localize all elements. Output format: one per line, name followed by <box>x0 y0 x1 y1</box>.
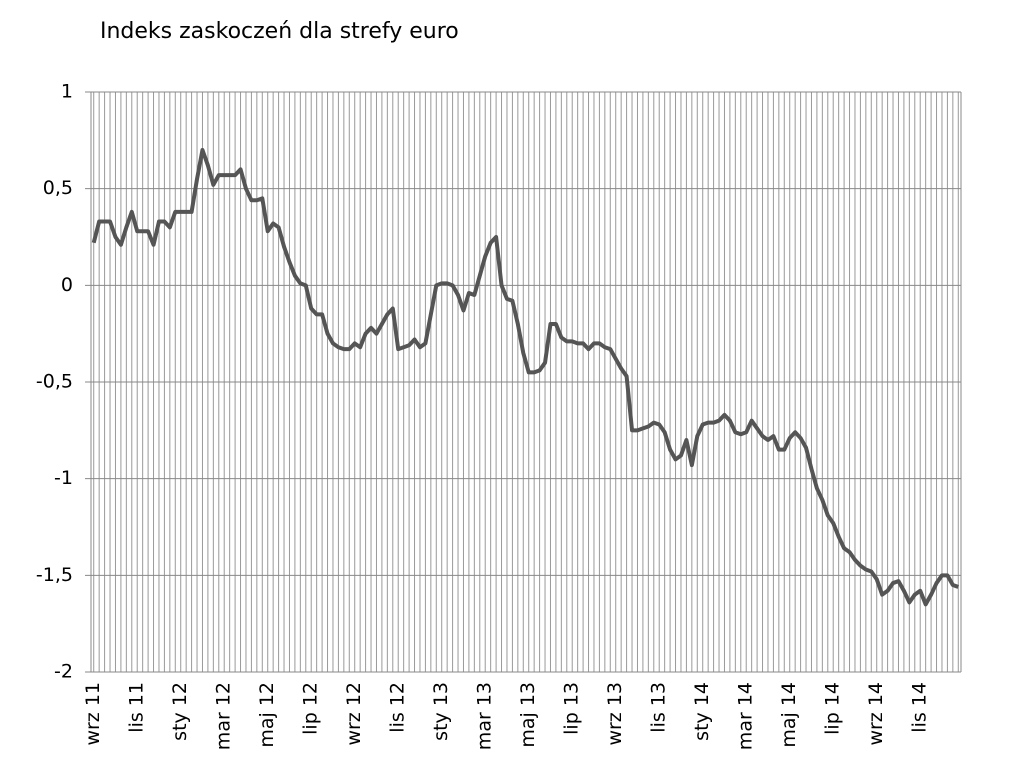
x-tick-label: sty 12 <box>169 682 191 741</box>
y-tick-label: 0 <box>61 274 73 296</box>
x-tick-label: sty 14 <box>691 682 713 741</box>
x-tick-label: lis 11 <box>126 682 148 733</box>
x-tick-label: lip 13 <box>561 682 583 735</box>
chart-title: Indeks zaskoczeń dla strefy euro <box>100 19 459 44</box>
line-series <box>91 148 959 607</box>
x-tick-label: sty 13 <box>430 682 452 741</box>
y-tick-label: -2 <box>54 661 73 683</box>
x-tick-label: wrz 13 <box>604 682 626 746</box>
x-tick-label: mar 12 <box>213 682 235 750</box>
x-tick-label: maj 13 <box>517 682 539 748</box>
x-tick-label: mar 13 <box>474 682 496 750</box>
x-tick-label: mar 14 <box>735 682 757 750</box>
x-tick-label: lis 13 <box>648 682 670 733</box>
x-tick-label: wrz 11 <box>82 682 104 746</box>
y-tick-label: -0,5 <box>36 371 73 393</box>
x-tick-label: maj 12 <box>256 682 278 748</box>
x-tick-label: wrz 12 <box>343 682 365 746</box>
x-tick-label: lis 14 <box>909 682 931 733</box>
x-tick-label: lip 14 <box>822 682 844 735</box>
x-tick-label: lis 12 <box>387 682 409 733</box>
y-tick-label: -1,5 <box>36 564 73 586</box>
x-tick-label: maj 14 <box>778 682 800 748</box>
y-tick-label: 0,5 <box>43 177 73 199</box>
y-tick-label: -1 <box>54 467 73 489</box>
x-tick-label: lip 12 <box>300 682 322 735</box>
x-tick-label: wrz 14 <box>865 682 887 746</box>
y-tick-label: 1 <box>61 81 73 103</box>
